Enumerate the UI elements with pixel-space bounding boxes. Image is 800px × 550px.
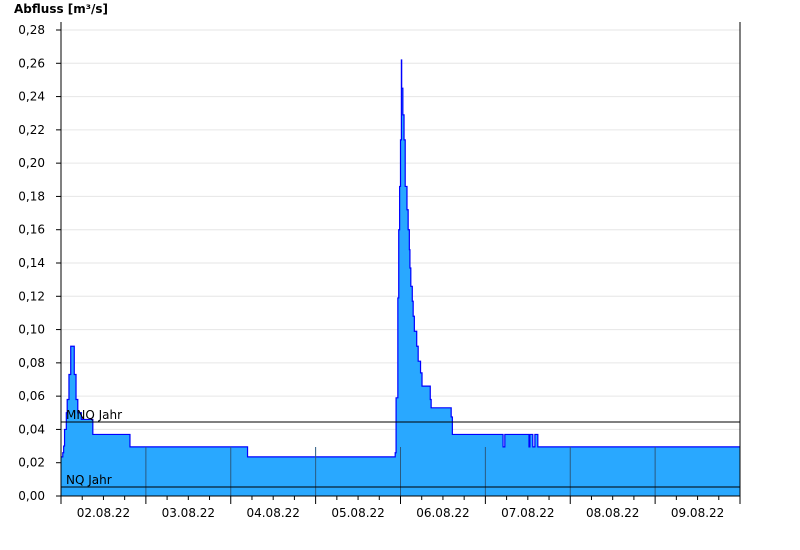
x-tick-label: 09.08.22 <box>671 506 724 520</box>
y-tick-label: 0,14 <box>18 256 45 270</box>
y-tick-label: 0,26 <box>18 56 45 70</box>
y-tick-label: 0,22 <box>18 123 45 137</box>
day-lines <box>145 447 656 496</box>
x-tick-label: 07.08.22 <box>501 506 554 520</box>
y-tick-label: 0,10 <box>18 323 45 337</box>
reference-lines: MNQ Jahr NQ Jahr <box>61 408 740 488</box>
y-tick-label: 0,12 <box>18 289 45 303</box>
y-axis-title: Abfluss [m³/s] <box>14 2 108 16</box>
y-tick-label: 0,20 <box>18 156 45 170</box>
discharge-line <box>61 59 740 458</box>
x-tick-label: 06.08.22 <box>416 506 469 520</box>
x-tick-label: 04.08.22 <box>246 506 299 520</box>
y-tick-label: 0,04 <box>18 422 45 436</box>
x-tick-label: 02.08.22 <box>77 506 130 520</box>
reference-label: NQ Jahr <box>66 473 112 487</box>
y-tick-label: 0,06 <box>18 389 45 403</box>
series-area <box>61 59 740 496</box>
y-tick-label: 0,08 <box>18 356 45 370</box>
y-tick-label: 0,00 <box>18 489 45 503</box>
y-tick-label: 0,02 <box>18 456 45 470</box>
y-tick-label: 0,24 <box>18 90 45 104</box>
axes: 0,00 0,02 0,04 0,06 0,08 0,10 0,12 0,14 0,16 0,18… <box>18 22 741 520</box>
y-tick-label: 0,18 <box>18 189 45 203</box>
x-tick-label: 08.08.22 <box>586 506 639 520</box>
discharge-area <box>61 59 740 496</box>
y-tick-label: 0,28 <box>18 23 45 37</box>
y-tick-label: 0,16 <box>18 223 45 237</box>
reference-label: MNQ Jahr <box>66 408 122 422</box>
x-tick-label: 05.08.22 <box>331 506 384 520</box>
x-tick-label: 03.08.22 <box>162 506 215 520</box>
